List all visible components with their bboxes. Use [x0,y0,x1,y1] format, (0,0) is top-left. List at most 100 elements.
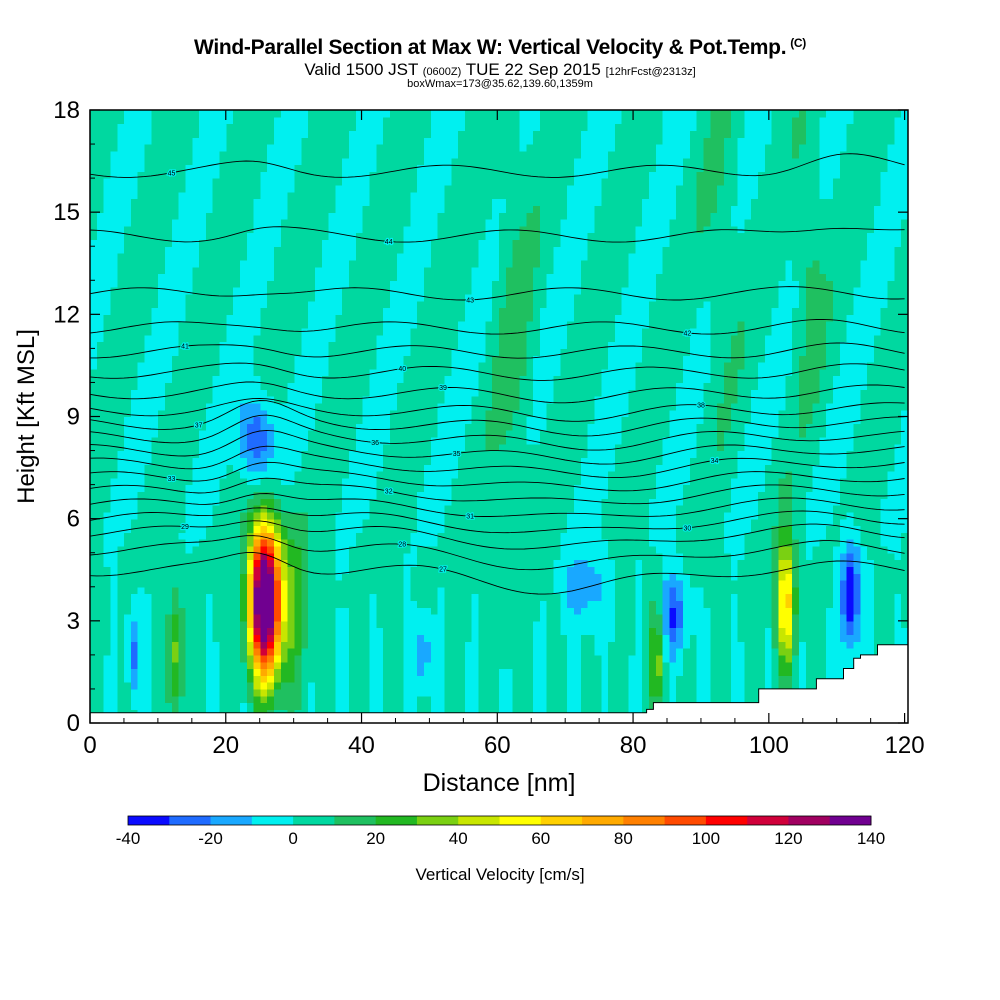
heatmap-cell [355,239,364,247]
heatmap-cell [410,579,418,588]
heatmap-cell [444,409,452,418]
heatmap-cell [301,321,309,329]
heatmap-cell [321,362,330,370]
heatmap-cell [124,341,132,349]
heatmap-cell [233,688,241,697]
heatmap-cell [253,470,262,479]
heatmap-cell [137,682,146,690]
heatmap-cell [253,287,262,295]
heatmap-cell [164,273,173,281]
heatmap-cell [376,300,384,309]
heatmap-cell [349,144,357,152]
heatmap-cell [110,654,118,663]
heatmap-cell [417,293,425,302]
heatmap-cell [444,212,452,220]
heatmap-cell [137,607,146,615]
heatmap-cell [253,334,262,343]
heatmap-cell [226,327,234,336]
heatmap-cell [164,416,173,424]
heatmap-cell [417,409,425,418]
heatmap-cell [464,545,473,554]
heatmap-cell [430,593,439,601]
heatmap-cell [110,511,118,520]
heatmap-cell [246,232,255,241]
heatmap-cell [369,539,377,547]
heatmap-cell [253,620,262,629]
heatmap-cell [335,457,343,465]
heatmap-cell [103,573,112,581]
heatmap-cell [267,416,275,424]
heatmap-cell [110,314,118,322]
heatmap-cell [151,627,159,636]
heatmap-cell [287,253,296,261]
heatmap-cell [362,137,371,145]
heatmap-cell [458,375,466,384]
heatmap-cell [301,566,309,574]
heatmap-cell [212,293,221,302]
heatmap-cell [424,511,432,520]
heatmap-cell [137,212,146,220]
heatmap-cell [274,232,282,241]
heatmap-cell [96,688,105,697]
heatmap-cell [342,579,350,588]
heatmap-cell [301,396,309,404]
box-info: boxWmax=173@35.62,139.60,1359m [407,78,593,90]
heatmap-cell [389,198,398,206]
heatmap-cell [383,682,391,690]
heatmap-cell [362,593,371,601]
heatmap-cell [171,246,180,254]
heatmap-cell [144,423,152,431]
heatmap-cell [430,368,439,377]
heatmap-cell [144,225,152,234]
heatmap-cell [219,648,227,656]
heatmap-cell [301,627,309,636]
heatmap-cell [389,396,398,404]
heatmap-cell [144,259,152,268]
heatmap-cell [458,402,466,411]
heatmap-cell [308,457,316,465]
heatmap-cell [396,457,405,465]
heatmap-cell [376,695,384,704]
heatmap-cell [342,695,350,704]
heatmap-cell [424,123,432,132]
heatmap-cell [151,375,159,384]
heatmap-cell [349,239,357,247]
heatmap-cell [103,559,112,567]
heatmap-cell [451,695,459,704]
heatmap-cell [458,702,466,710]
heatmap-cell [246,552,255,561]
heatmap-cell [233,191,241,200]
heatmap-cell [246,688,255,697]
heatmap-cell [410,232,418,241]
heatmap-cell [287,436,296,445]
heatmap-cell [328,443,336,452]
heatmap-cell [396,150,405,159]
heatmap-cell [130,137,139,145]
heatmap-cell [110,559,118,567]
heatmap-cell [410,634,418,642]
heatmap-cell [96,218,105,227]
heatmap-cell [314,334,323,343]
heatmap-cell [226,491,234,499]
heatmap-cell [321,545,330,554]
heatmap-cell [287,593,296,601]
heatmap-cell [430,212,439,220]
heatmap-cell [130,416,139,424]
heatmap-cell [424,266,432,275]
heatmap-cell [430,436,439,445]
heatmap-cell [335,218,343,227]
heatmap-cell [124,334,132,343]
heatmap-cell [355,130,364,138]
heatmap-cell [117,552,125,561]
heatmap-cell [389,579,398,588]
heatmap-cell [349,150,357,159]
heatmap-cell [437,348,446,356]
heatmap-cell [376,409,384,418]
heatmap-cell [383,409,391,418]
heatmap-cell [96,566,105,574]
heatmap-cell [274,164,282,172]
heatmap-cell [212,307,221,315]
heatmap-cell [280,246,289,254]
heatmap-cell [260,532,268,540]
heatmap-cell [389,573,398,581]
